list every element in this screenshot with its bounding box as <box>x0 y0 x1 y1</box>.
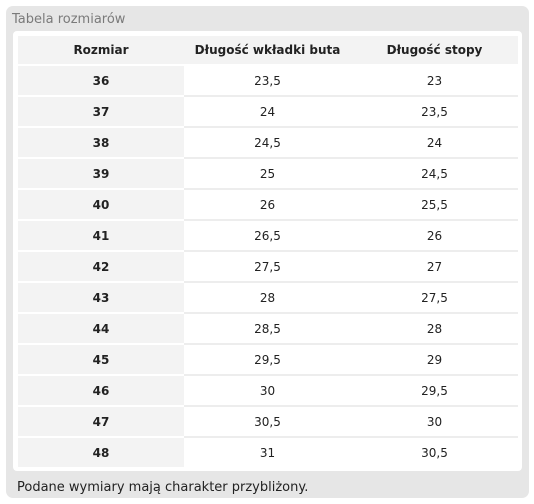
size-table: Rozmiar Długość wkładki buta Długość sto… <box>18 36 518 467</box>
foot-length-cell: 24 <box>351 127 518 159</box>
size-cell: 48 <box>18 437 184 467</box>
size-table-container: Rozmiar Długość wkładki buta Długość sto… <box>13 31 522 471</box>
size-cell: 37 <box>18 96 184 128</box>
foot-length-cell: 23,5 <box>351 96 518 128</box>
foot-length-cell: 24,5 <box>351 158 518 190</box>
header-insole-length: Długość wkładki buta <box>184 36 351 66</box>
insole-length-cell: 26 <box>184 189 351 221</box>
table-row: 44 28,5 28 <box>18 313 518 345</box>
size-cell: 39 <box>18 158 184 190</box>
foot-length-cell: 25,5 <box>351 189 518 221</box>
size-cell: 38 <box>18 127 184 159</box>
insole-length-cell: 28 <box>184 282 351 314</box>
insole-length-cell: 31 <box>259 445 276 460</box>
table-row: 42 27,5 27 <box>18 251 518 283</box>
size-cell: 40 <box>18 189 184 221</box>
size-cell: 44 <box>18 313 184 345</box>
footnote: Podane wymiary mają charakter przybliżon… <box>17 480 309 495</box>
insole-length-cell: 24,5 <box>184 127 351 159</box>
size-cell: 47 <box>18 406 184 438</box>
foot-length-cell: 28 <box>351 313 518 345</box>
header-size: Rozmiar <box>18 36 184 66</box>
table-row: 48 31 30,5 <box>18 437 518 467</box>
insole-length-cell: 24 <box>184 96 351 128</box>
foot-length-cell: 29,5 <box>351 375 518 407</box>
table-row: 45 29,5 29 <box>18 344 518 376</box>
size-cell: 36 <box>18 65 184 97</box>
table-row: 41 26,5 26 <box>18 220 518 252</box>
table-row: 40 26 25,5 <box>18 189 518 221</box>
insole-length-cell: 23,5 <box>184 65 351 97</box>
foot-length-cell: 29 <box>351 344 518 376</box>
table-header-row: Rozmiar Długość wkładki buta Długość sto… <box>18 36 518 66</box>
insole-length-cell: 25 <box>184 158 351 190</box>
panel-title: Tabela rozmiarów <box>12 12 126 27</box>
table-row: 37 24 23,5 <box>18 96 518 128</box>
insole-length-cell: 29,5 <box>184 344 351 376</box>
foot-length-cell: 26 <box>351 220 518 252</box>
table-row: 46 30 29,5 <box>18 375 518 407</box>
foot-length-cell: 23 <box>351 65 518 97</box>
foot-length-cell: 27,5 <box>351 282 518 314</box>
insole-length-cell: 28,5 <box>184 313 351 345</box>
foot-length-cell: 30,5 <box>421 445 448 460</box>
insole-length-cell: 26,5 <box>184 220 351 252</box>
table-row: 39 25 24,5 <box>18 158 518 190</box>
table-row: 43 28 27,5 <box>18 282 518 314</box>
size-cell: 43 <box>18 282 184 314</box>
size-cell: 46 <box>18 375 184 407</box>
size-cell: 41 <box>18 220 184 252</box>
foot-length-cell: 30 <box>351 406 518 438</box>
insole-length-cell: 30 <box>184 375 351 407</box>
table-row: 38 24,5 24 <box>18 127 518 159</box>
table-row: 36 23,5 23 <box>18 65 518 97</box>
foot-length-cell: 27 <box>351 251 518 283</box>
size-cell: 45 <box>18 344 184 376</box>
header-foot-length: Długość stopy <box>351 36 518 66</box>
insole-length-cell: 27,5 <box>184 251 351 283</box>
table-row: 47 30,5 30 <box>18 406 518 438</box>
size-cell: 42 <box>18 251 184 283</box>
insole-length-cell: 30,5 <box>184 406 351 438</box>
size-chart-panel: Tabela rozmiarów Rozmiar Długość wkładki… <box>6 6 529 498</box>
